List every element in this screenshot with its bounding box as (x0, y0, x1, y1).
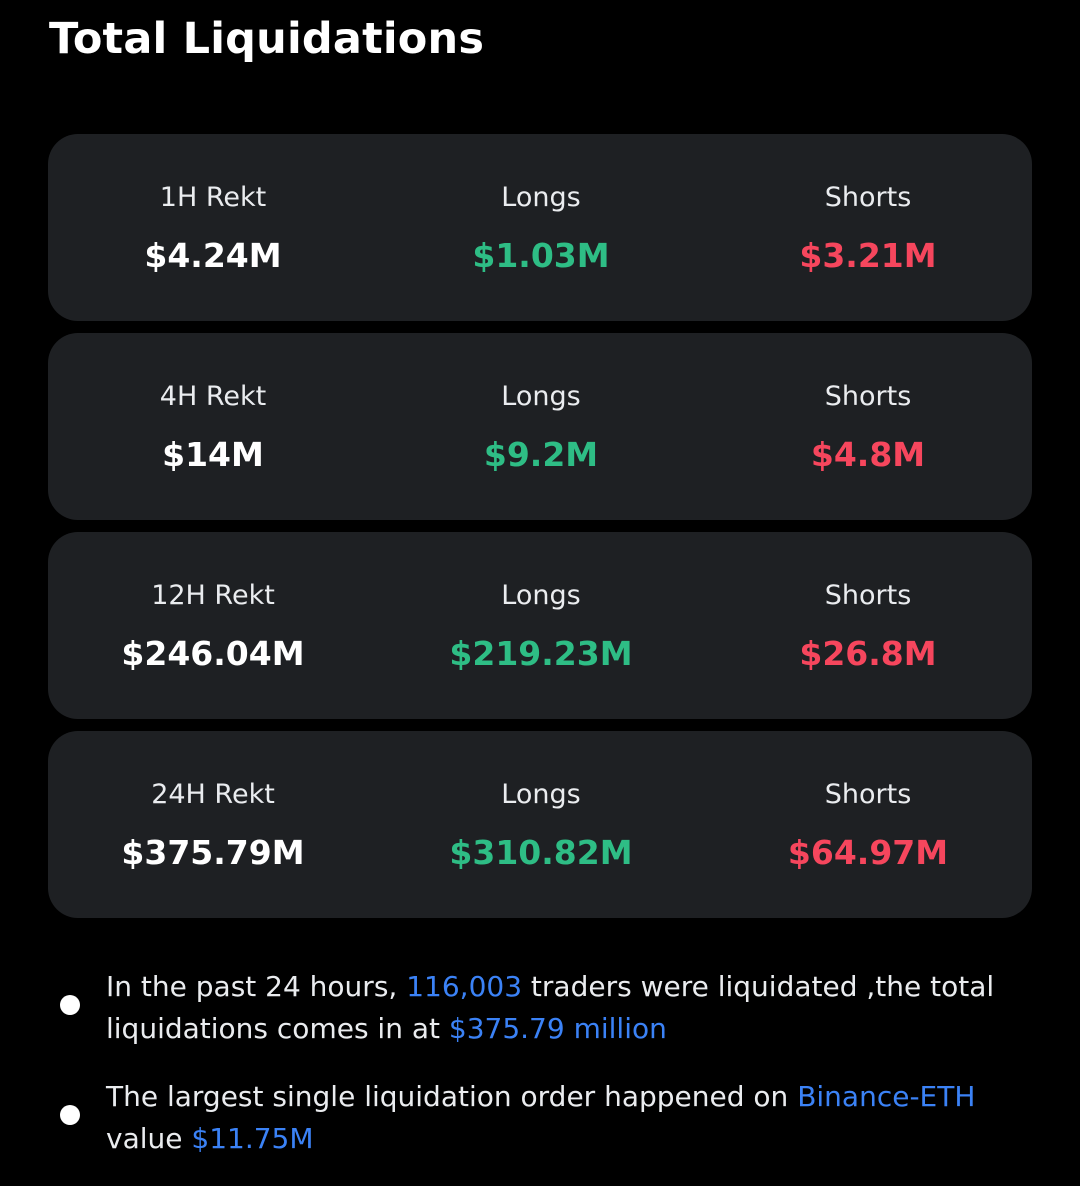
shorts-label: Shorts (824, 779, 912, 810)
note-traders-liquidated: In the past 24 hours, 116,003 traders we… (60, 966, 1020, 1050)
total-amount-link[interactable]: $375.79 million (448, 1012, 667, 1045)
shorts-value: $26.8M (799, 634, 937, 673)
note-text: In the past 24 hours, (106, 970, 407, 1003)
shorts-label: Shorts (824, 381, 912, 412)
longs-label: Longs (501, 381, 581, 412)
shorts-label: Shorts (824, 580, 912, 611)
card-12h[interactable]: 12H Rekt $246.04M Longs $219.23M Shorts … (48, 532, 1032, 719)
note-text: The largest single liquidation order hap… (106, 1080, 798, 1113)
longs-value: $1.03M (472, 236, 610, 275)
longs-value: $9.2M (483, 435, 599, 474)
card-4h[interactable]: 4H Rekt $14M Longs $9.2M Shorts $4.8M (48, 333, 1032, 520)
shorts-value: $3.21M (799, 236, 937, 275)
shorts-value: $4.8M (810, 435, 926, 474)
largest-amount-link[interactable]: $11.75M (191, 1122, 314, 1155)
traders-count-link[interactable]: 116,003 (406, 970, 523, 1003)
total-value: $4.24M (144, 236, 282, 275)
note-largest-order: The largest single liquidation order hap… (60, 1076, 1020, 1160)
page-title: Total Liquidations (49, 14, 485, 64)
summary-notes: In the past 24 hours, 116,003 traders we… (60, 966, 1020, 1186)
total-value: $14M (162, 435, 264, 474)
bullet-dot-icon (60, 995, 80, 1015)
note-text: traders were liquidated ,the total liqui… (106, 970, 995, 1045)
period-label: 24H Rekt (151, 779, 275, 810)
liquidation-cards: 1H Rekt $4.24M Longs $1.03M Shorts $3.21… (48, 134, 1032, 930)
shorts-label: Shorts (824, 182, 912, 213)
card-1h[interactable]: 1H Rekt $4.24M Longs $1.03M Shorts $3.21… (48, 134, 1032, 321)
longs-label: Longs (501, 182, 581, 213)
card-24h[interactable]: 24H Rekt $375.79M Longs $310.82M Shorts … (48, 731, 1032, 918)
note-text: value (106, 1122, 192, 1155)
longs-value: $219.23M (449, 634, 633, 673)
period-label: 12H Rekt (151, 580, 275, 611)
total-value: $375.79M (121, 833, 305, 872)
total-value: $246.04M (121, 634, 305, 673)
bullet-dot-icon (60, 1105, 80, 1125)
longs-label: Longs (501, 580, 581, 611)
exchange-link[interactable]: Binance-ETH (797, 1080, 976, 1113)
longs-value: $310.82M (449, 833, 633, 872)
period-label: 1H Rekt (159, 182, 267, 213)
shorts-value: $64.97M (787, 833, 949, 872)
period-label: 4H Rekt (159, 381, 267, 412)
longs-label: Longs (501, 779, 581, 810)
